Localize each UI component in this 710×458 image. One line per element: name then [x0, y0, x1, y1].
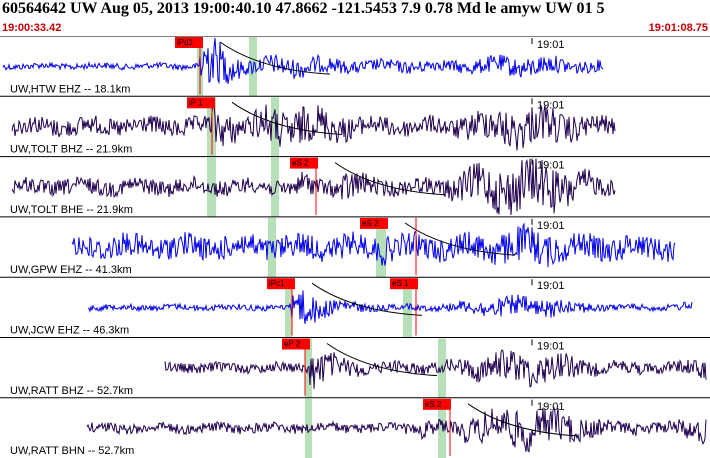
pick-marker: [423, 398, 451, 410]
pick-marker: [175, 37, 203, 48]
phase-window: [305, 338, 312, 398]
minute-label: 19:01: [537, 160, 565, 172]
pick-label: eP 2: [284, 340, 301, 349]
minute-label: 19:01: [537, 220, 565, 232]
waveform: [87, 290, 693, 324]
trace-label: UW,TOLT BHE -- 21.9km: [10, 204, 133, 216]
phase-window: [271, 157, 279, 217]
coda-curve: [219, 41, 331, 75]
pick-label: iP 1: [189, 98, 203, 107]
waveform: [86, 406, 707, 453]
trace-label: UW,JCW EHZ -- 46.3km: [10, 325, 129, 337]
waveform: [164, 349, 707, 389]
phase-window: [403, 278, 412, 338]
header: 60564642 UW Aug 05, 2013 19:00:40.10 47.…: [0, 0, 710, 36]
coda-curve: [334, 162, 446, 196]
phase-window: [249, 37, 257, 97]
pick-label: eS 2: [425, 400, 442, 409]
pick-marker: [282, 338, 310, 350]
trace-label: UW,GPW EHZ -- 41.3km: [10, 264, 132, 276]
coda-curve: [467, 403, 579, 437]
pick-label: eS 2: [292, 159, 309, 168]
pick-label: iPd1: [177, 38, 194, 47]
coda-curve: [404, 222, 516, 256]
waveform: [71, 222, 676, 268]
phase-window: [438, 398, 446, 458]
phase-window: [271, 97, 279, 157]
pick-label: iPc1: [269, 279, 285, 288]
minute-label: 19:01: [537, 401, 565, 413]
waveform: [11, 158, 616, 215]
pick-marker: [390, 278, 418, 290]
waveform: [11, 102, 616, 151]
pick-marker: [187, 97, 215, 109]
minute-label: 19:01: [537, 341, 565, 353]
event-title: 60564642 UW Aug 05, 2013 19:00:40.10 47.…: [2, 0, 605, 17]
pick-marker: [290, 157, 318, 169]
minute-label: 19:01: [537, 280, 565, 292]
coda-curve: [231, 101, 343, 135]
pick-label: eS 2: [362, 219, 379, 228]
phase-window: [285, 278, 292, 338]
seismogram-panel[interactable]: 19:01 iPd1 UW,HTW EHZ -- 18.1km 19:01 iP 1 UW…: [0, 36, 710, 458]
phase-window: [376, 217, 386, 278]
phase-window: [305, 398, 312, 458]
pick-marker: [360, 217, 388, 229]
window-end-time: 19:01:08.75: [648, 22, 708, 34]
window-start-time: 19:00:33.42: [2, 22, 62, 34]
pick-label: eS 1: [392, 279, 409, 288]
minute-label: 19:01: [537, 39, 565, 51]
trace-label: UW,HTW EHZ -- 18.1km: [10, 83, 130, 95]
pick-marker: [267, 278, 295, 290]
minute-label: 19:01: [537, 99, 565, 111]
coda-curve: [326, 343, 438, 377]
coda-curve: [311, 282, 423, 316]
trace-label: UW,RATT BHZ -- 52.7km: [10, 385, 133, 397]
waveform: [2, 37, 604, 85]
trace-label: UW,RATT BHN -- 52.7km: [10, 445, 134, 457]
trace-label: UW,TOLT BHZ -- 21.9km: [10, 144, 132, 156]
